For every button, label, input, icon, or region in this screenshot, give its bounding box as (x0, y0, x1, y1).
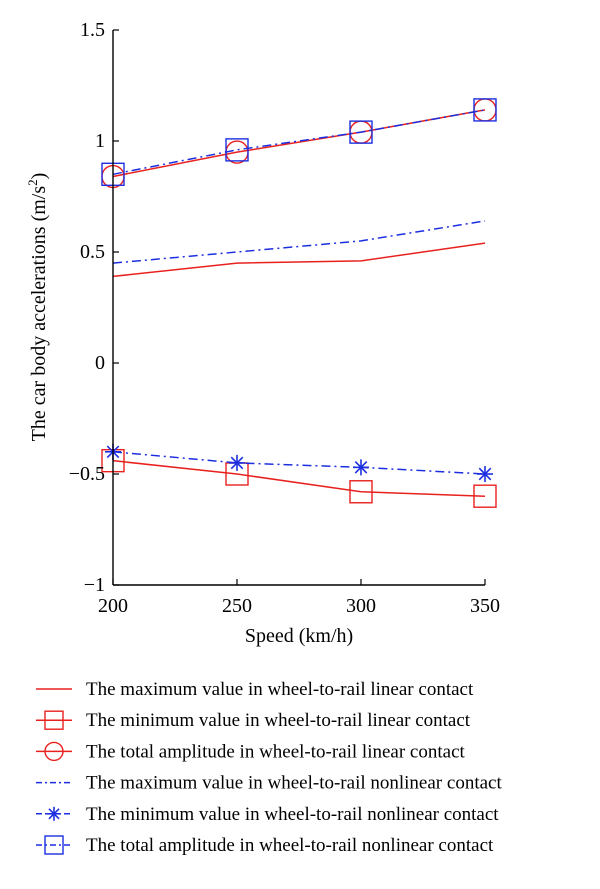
data-point (353, 459, 369, 476)
star-stroke (230, 456, 244, 470)
series-line (112, 109, 486, 176)
legend-marker (44, 710, 64, 730)
axes: −1 −0.5 0 0.5 1 1.5 200 250 300 350 (69, 19, 500, 617)
x-tick-label: 300 (346, 595, 376, 617)
data-point (473, 484, 497, 508)
plot-area (101, 98, 497, 508)
series-6 (101, 98, 497, 187)
legend-entry-1: The maximum value in wheel-to-rail linea… (36, 679, 474, 700)
y-tick-label: −1 (84, 574, 105, 596)
star-stroke (478, 467, 492, 481)
series-4 (112, 220, 486, 264)
legend-label: The total amplitude in wheel-to-rail non… (86, 835, 494, 856)
series-1 (112, 242, 486, 278)
legend-entry-3: The total amplitude in wheel-to-rail lin… (36, 741, 466, 762)
x-axis-label: Speed (km/h) (245, 625, 353, 647)
legend-entry-4: The maximum value in wheel-to-rail nonli… (36, 773, 502, 794)
series-5 (105, 443, 493, 482)
legend-entry-6: The total amplitude in wheel-to-rail non… (36, 835, 494, 856)
x-tick-label: 200 (98, 595, 128, 617)
data-point (349, 120, 373, 144)
series-3 (101, 98, 497, 189)
y-axis-label: The car body accelerations (m/s2) (25, 173, 50, 442)
y-tick-label: 1 (95, 130, 105, 152)
legend-label: The maximum value in wheel-to-rail nonli… (86, 773, 502, 794)
star-stroke (354, 461, 368, 474)
legend-label: The maximum value in wheel-to-rail linea… (86, 679, 474, 700)
series-line (112, 220, 486, 264)
y-tick-label: 0.5 (80, 241, 105, 263)
legend-marker (44, 835, 64, 855)
series-line (112, 451, 486, 475)
legend-marker (44, 741, 64, 762)
legend-entry-2: The minimum value in wheel-to-rail linea… (36, 710, 471, 731)
data-point (225, 138, 249, 162)
data-point (349, 480, 373, 504)
star-stroke (48, 808, 60, 820)
legend-entry-5: The minimum value in wheel-to-rail nonli… (36, 804, 499, 825)
legend: The maximum value in wheel-to-rail linea… (36, 679, 502, 856)
x-tick-label: 350 (470, 595, 500, 617)
series-2 (101, 448, 497, 508)
y-tick-label: 1.5 (80, 19, 105, 41)
y-axis-label-close: ) (28, 173, 50, 180)
y-tick-label: 0 (95, 352, 105, 374)
x-tick-label: 250 (222, 595, 252, 617)
data-point (477, 466, 493, 482)
data-point (473, 98, 497, 122)
series-line (112, 109, 486, 178)
y-tick-label: −0.5 (69, 463, 105, 485)
y-axis-label-main: The car body accelerations (m/s (28, 186, 50, 442)
legend-label: The minimum value in wheel-to-rail nonli… (86, 804, 499, 825)
y-axis-label-superscript: 2 (25, 179, 40, 186)
legend-label: The total amplitude in wheel-to-rail lin… (86, 741, 466, 762)
data-point (229, 454, 245, 471)
series-line (112, 242, 486, 278)
legend-label: The minimum value in wheel-to-rail linea… (86, 710, 471, 731)
legend-marker (47, 806, 61, 821)
series-line (112, 459, 486, 497)
